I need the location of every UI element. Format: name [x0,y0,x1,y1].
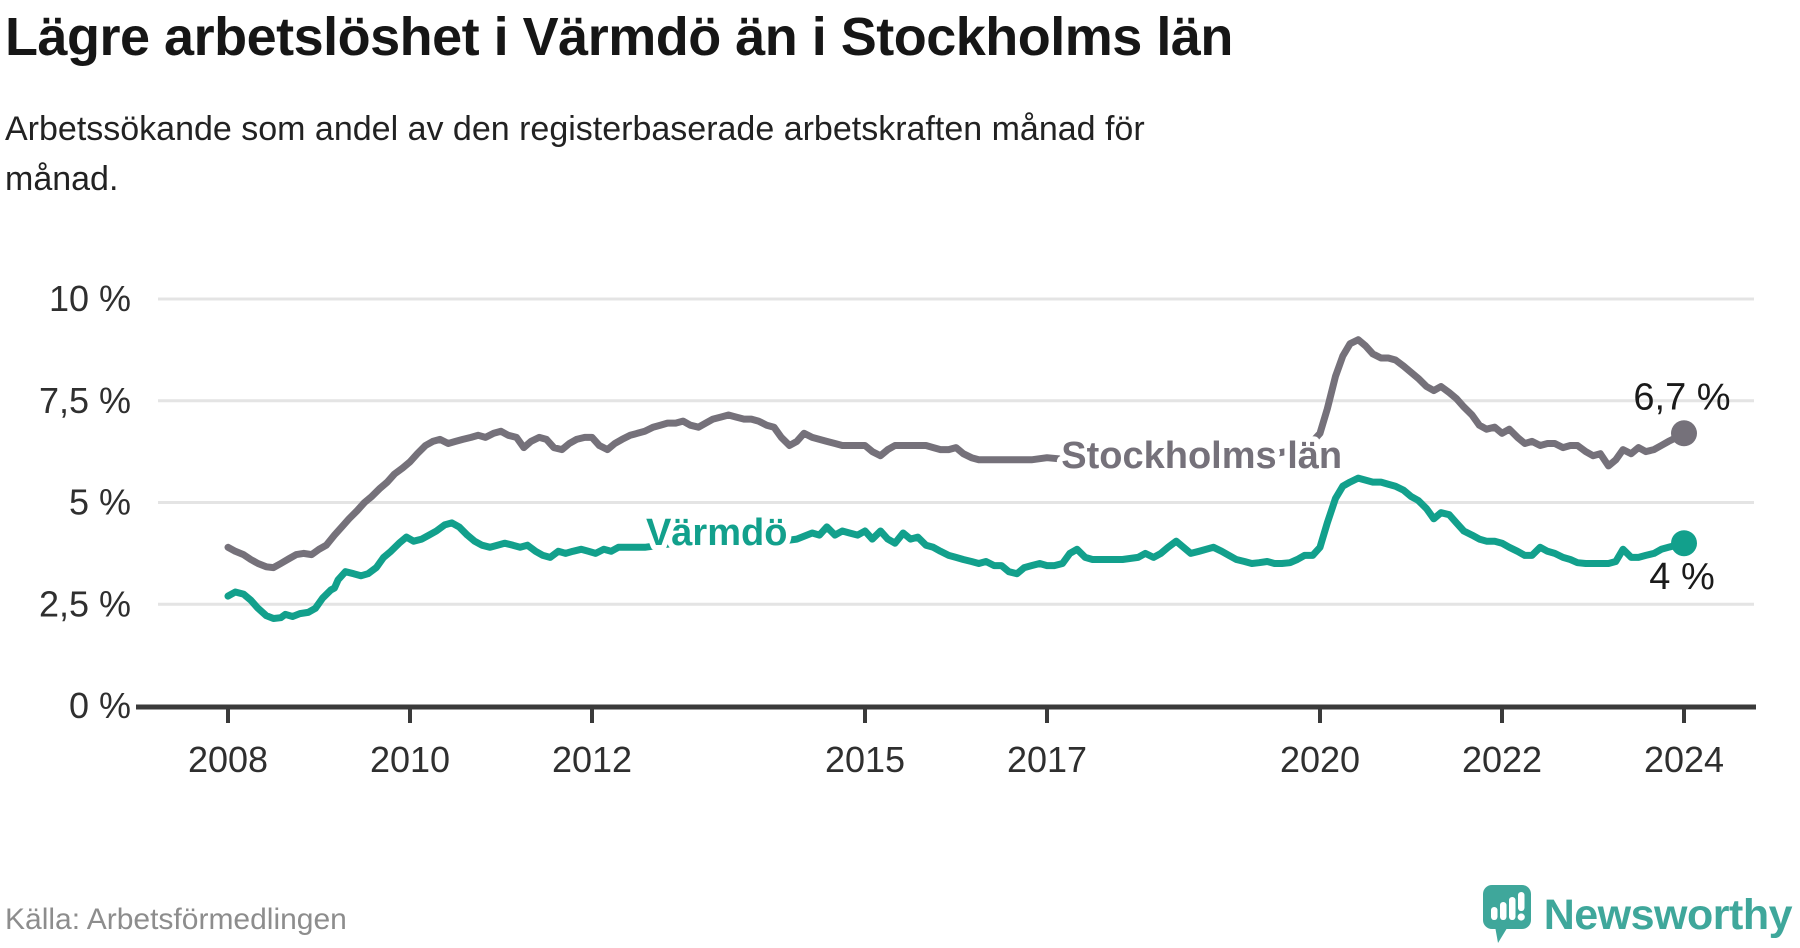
x-tick-label: 2024 [1644,739,1724,780]
newsworthy-logo: Newsworthy [1482,884,1793,946]
series-end-dot-stockholms-lan [1671,420,1697,447]
bar-1 [1490,907,1498,920]
series-label-stockholms-lan: Stockholms län [1061,435,1342,477]
newsworthy-logo-text: Newsworthy [1543,890,1793,939]
series-line-stockholms-lan [224,336,1688,572]
y-tick-label: 5 % [69,482,131,523]
end-value-label-varmdo: 4 % [1649,556,1714,598]
end-value-label-stockholms-lan: 6,7 % [1633,376,1730,418]
series-line-varmdo [224,474,1688,622]
page-title: Lägre arbetslöshet i Värmdö än i Stockho… [5,7,1233,67]
exclamation-bar [1517,892,1525,911]
series-label-varmdo: Värmdö [646,512,787,554]
x-tick-label: 2017 [1007,739,1087,780]
x-tick-label: 2022 [1462,739,1542,780]
x-tick-label: 2010 [370,739,450,780]
y-tick-label: 0 % [69,685,131,726]
y-tick-label: 2,5 % [39,583,131,624]
bar-2 [1499,902,1507,920]
x-tick-label: 2020 [1280,739,1360,780]
x-tick-label: 2008 [188,739,268,780]
y-tick-label: 7,5 % [39,380,131,421]
x-tick-label: 2015 [825,739,905,780]
x-tick-label: 2012 [552,739,632,780]
series-end-dot-varmdo [1671,530,1697,557]
page-subtitle: Arbetssökande som andel av den registerb… [5,110,1145,198]
exclamation-dot [1517,913,1525,921]
y-tick-label: 10 % [49,278,131,319]
newsworthy-logo-icon [1482,885,1531,943]
source-note: Källa: Arbetsförmedlingen [5,903,347,936]
bar-3 [1508,897,1516,920]
